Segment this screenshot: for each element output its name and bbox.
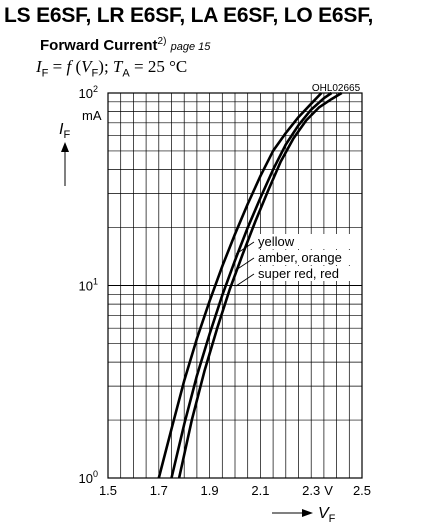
series-label-bg bbox=[255, 250, 359, 265]
series-curve-1 bbox=[170, 91, 333, 479]
formula-y-sub: F bbox=[41, 67, 49, 80]
subtitle-text: Forward Current bbox=[40, 37, 158, 54]
formula-eq: = bbox=[48, 57, 67, 76]
series-label-0: yellow bbox=[258, 234, 295, 249]
y-tick-label: 102 bbox=[79, 84, 98, 101]
relation-formula: IF = f (VF); TA = 25 °C bbox=[36, 57, 187, 79]
x-axis-arrow-head bbox=[302, 509, 313, 517]
series-label-1: amber, orange bbox=[258, 250, 342, 265]
formula-func: f bbox=[66, 57, 72, 76]
series-label-bg bbox=[255, 234, 359, 249]
formula-close: ); bbox=[98, 57, 109, 76]
code-label-bg bbox=[306, 80, 362, 92]
series-leader bbox=[235, 241, 255, 255]
y-unit-label: mA bbox=[82, 108, 102, 123]
series-curve-2 bbox=[177, 91, 343, 479]
plot-frame bbox=[107, 92, 363, 479]
formula-y-symbol: I bbox=[36, 57, 42, 76]
x-tick-label: 1.9 bbox=[201, 483, 219, 498]
x-tick-label: 2.3 bbox=[302, 483, 320, 498]
formula-t-sub: A bbox=[122, 67, 130, 80]
series-label-bg bbox=[255, 266, 359, 281]
footnote-ref: 2) bbox=[157, 36, 167, 47]
chart-code: OHL02665 bbox=[312, 83, 361, 94]
formula-x-symbol: V bbox=[81, 57, 92, 76]
x-tick-label: 2.5 bbox=[353, 483, 371, 498]
series-leader bbox=[235, 273, 255, 287]
x-tick-label: 1.5 bbox=[99, 483, 117, 498]
x-tick-label: 2.1 bbox=[251, 483, 269, 498]
curves bbox=[157, 91, 343, 479]
y-axis-label: IF bbox=[59, 121, 70, 141]
formula-t-symbol: T bbox=[112, 57, 123, 76]
tick-labels: 1.5 1.7 1.9 2.1 2.3 2.5 V 100 101 102 mA IF VF bbox=[59, 84, 371, 525]
y-axis-arrow-head bbox=[61, 142, 69, 152]
formula-t-value: = 25 °C bbox=[129, 57, 188, 76]
y-tick-label: 100 bbox=[79, 469, 98, 486]
series-label-2: super red, red bbox=[258, 266, 339, 281]
y-tick-label: 101 bbox=[79, 277, 98, 294]
x-axis-label: VF bbox=[318, 505, 336, 525]
chart-subtitle: Forward Current2) page 15 bbox=[40, 36, 210, 54]
page-ref: page 15 bbox=[170, 41, 211, 53]
formula-open: ( bbox=[71, 57, 82, 76]
series-curve-0 bbox=[157, 92, 323, 479]
x-unit-label: V bbox=[324, 483, 333, 498]
chart-title: LS E6SF, LR E6SF, LA E6SF, LO E6SF, bbox=[4, 4, 374, 27]
series-leader bbox=[235, 257, 255, 271]
x-tick-label: 1.7 bbox=[150, 483, 168, 498]
grid bbox=[107, 92, 363, 479]
formula-x-sub: F bbox=[91, 67, 99, 80]
